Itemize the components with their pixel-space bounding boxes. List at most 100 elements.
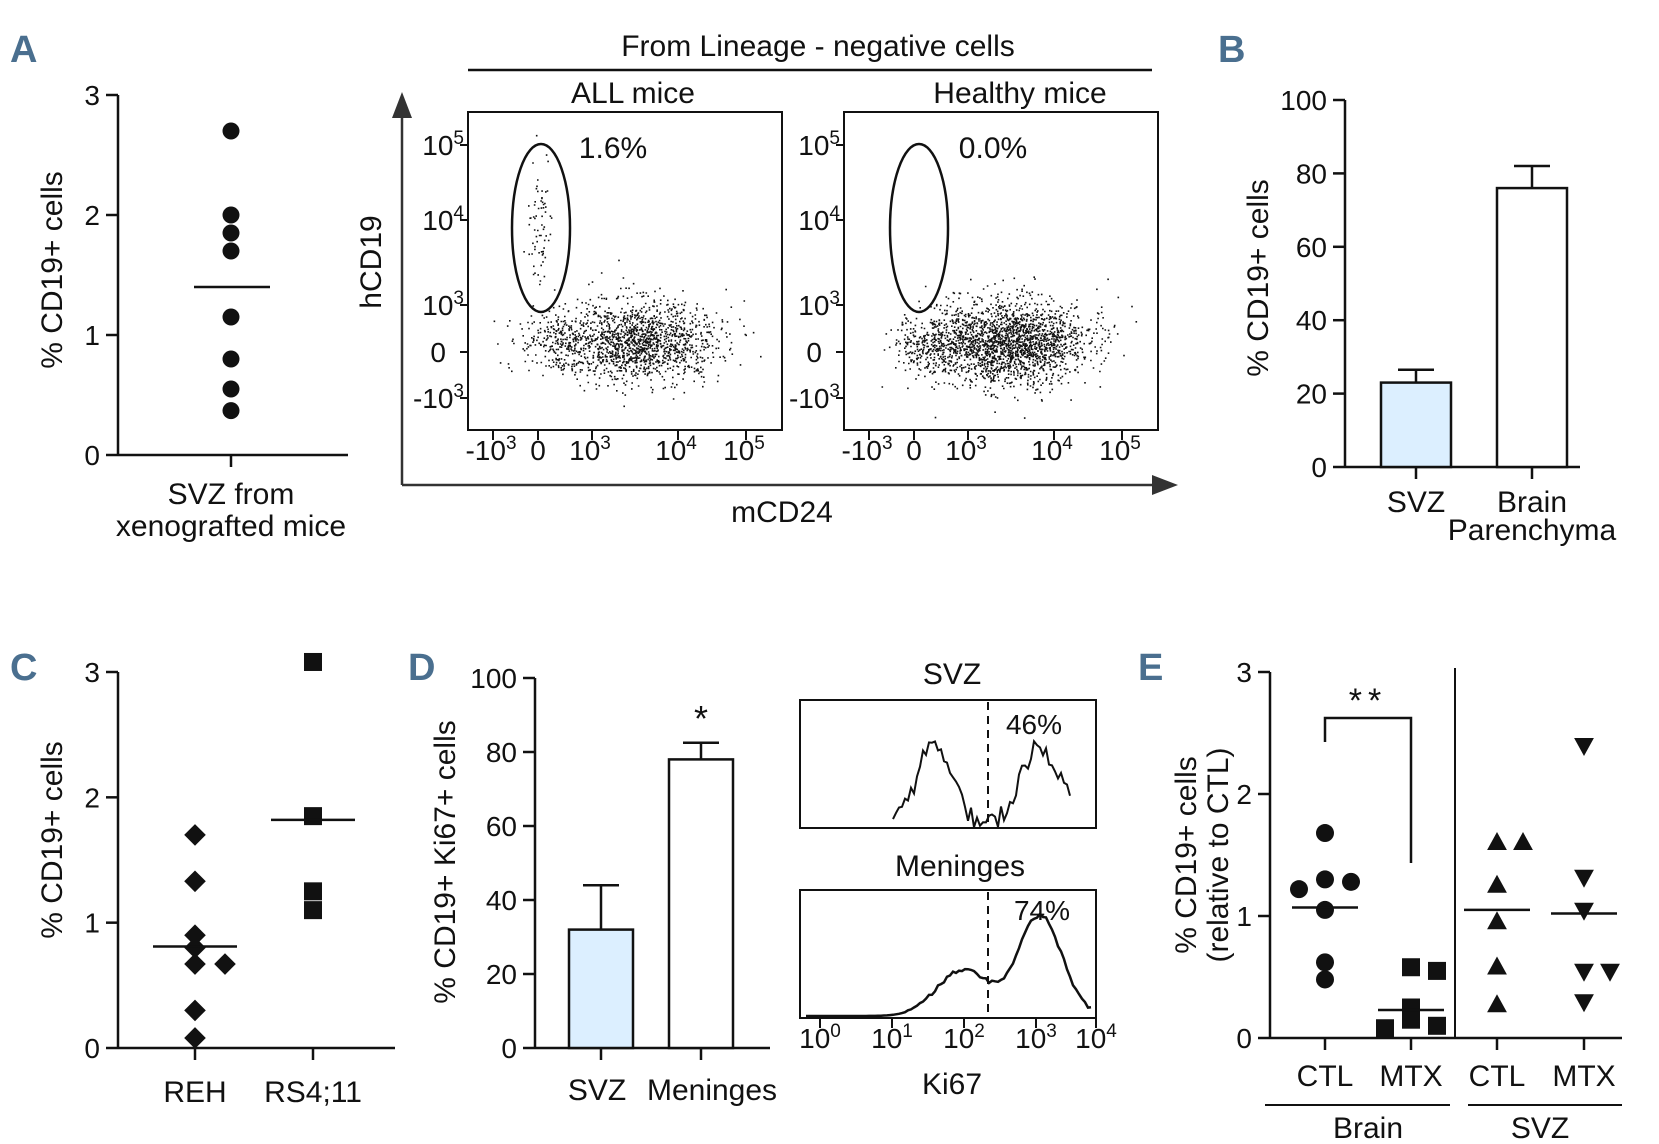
panel-e-point <box>1574 738 1594 756</box>
panel-c-y-tick-label: 3 <box>84 657 100 688</box>
panel-d-category-label: Meninges <box>647 1074 777 1107</box>
panel-c-scatter: % CD19+ cells 0 1 2 3 REH RS4;11 <box>36 652 395 1109</box>
panel-b-ylabel: % CD19+ cells <box>1242 179 1275 377</box>
panel-c-point <box>304 807 322 826</box>
flow-right-y-tick-label: -103 <box>789 381 840 414</box>
panel-e-category-label: MTX <box>1379 1060 1442 1093</box>
panel-d-bar-chart: % CD19+ Ki67+ cells 0 20 40 60 80 100 SVZ Menin… <box>429 663 777 1107</box>
panel-d-bar <box>567 928 635 1050</box>
hist-x-tick-label: 100 <box>799 1021 841 1054</box>
flow-dot-cloud <box>493 306 619 377</box>
panel-a-point <box>222 242 240 260</box>
panel-a-point <box>222 122 240 140</box>
flow-dot-clouds <box>493 134 1138 419</box>
flow-left-y-tick-label: 105 <box>422 128 464 161</box>
panel-d-y-tick-label: 20 <box>486 959 517 990</box>
panel-c-point <box>214 953 236 975</box>
panel-e-significance-bracket <box>1323 716 1413 863</box>
panel-e-point <box>1316 870 1334 889</box>
flow-x-arrowhead <box>1152 475 1178 495</box>
panel-d-y-tick-label: 60 <box>486 811 517 842</box>
panel-e-point <box>1316 824 1334 843</box>
panel-e-y-tick-label: 1 <box>1236 901 1252 932</box>
flow-left-x-tick-label: -103 <box>465 433 516 466</box>
hist-svz-percentage: 46% <box>1006 709 1062 740</box>
panel-b-category-label: SVZ <box>1387 486 1445 519</box>
flow-right-title: Healthy mice <box>933 77 1106 110</box>
panel-d-category-label: SVZ <box>568 1074 626 1107</box>
flow-left-title: ALL mice <box>571 77 695 110</box>
flow-dot-cloud <box>881 276 1138 419</box>
panel-e-point <box>1376 1019 1394 1038</box>
flow-left-x-tick-label: 0 <box>530 435 546 466</box>
flow-left-x-tick-label: 104 <box>655 433 697 466</box>
panel-c-point <box>184 936 206 959</box>
panel-a-y-tick-label: 0 <box>84 440 100 471</box>
flow-right-x-tick-label: 104 <box>1031 433 1073 466</box>
panel-e-point <box>1428 1016 1446 1035</box>
hist-x-tick-label: 103 <box>1015 1021 1057 1054</box>
flow-y-arrowhead <box>392 92 412 118</box>
panel-e-y-tick-label: 0 <box>1236 1023 1252 1054</box>
flow-right-x-tick-label: 105 <box>1099 433 1141 466</box>
panel-e-category-label: CTL <box>1469 1060 1526 1093</box>
panel-b-bar <box>1379 381 1453 469</box>
hist-meninges-percentage: 74% <box>1014 895 1070 926</box>
panel-e-group-label: Brain <box>1333 1112 1403 1144</box>
flow-right-x-tick-label: -103 <box>841 433 892 466</box>
flow-left-x-tick-label: 103 <box>569 433 611 466</box>
flow-right-gate <box>888 142 950 314</box>
panel-e-group-label: SVZ <box>1511 1112 1569 1144</box>
panel-b-y-tick-label: 40 <box>1296 305 1327 336</box>
panel-d-y-tick-label: 40 <box>486 885 517 916</box>
panel-e-point <box>1316 970 1334 989</box>
panel-e-point <box>1316 953 1334 972</box>
flow-right-x-tick-label: 0 <box>906 435 922 466</box>
hist-meninges-box <box>799 889 1097 1019</box>
flow-dot-cloud <box>883 303 984 390</box>
flow-dot-cloud <box>523 134 553 317</box>
panel-e-point <box>1487 874 1507 893</box>
flow-left-y-tick-label: 104 <box>422 203 464 236</box>
panel-c-ylabel: % CD19+ cells <box>36 741 69 939</box>
panel-e-point <box>1402 958 1420 977</box>
panel-c-point <box>184 924 206 946</box>
panel-a-point <box>222 402 240 420</box>
panel-c-point <box>304 652 322 671</box>
panel-b-bar-chart: % CD19+ cells 0 20 40 60 80 100 SVZ BrainParenc… <box>1242 85 1617 547</box>
panel-a-point <box>222 350 240 368</box>
panel-e-point <box>1487 994 1507 1013</box>
panel-b-y-tick-label: 20 <box>1296 379 1327 410</box>
hist-meninges-curve <box>806 912 1092 1018</box>
flow-left-x-tick-label: 105 <box>723 433 765 466</box>
panel-e-point <box>1574 902 1594 921</box>
flow-xlabel: mCD24 <box>731 496 833 529</box>
panel-e-category-label: CTL <box>1297 1060 1354 1093</box>
panel-e-point <box>1402 1010 1420 1029</box>
flow-right-percentage: 0.0% <box>959 132 1027 165</box>
flow-cytometry-panel: From Lineage - negative cells ALL mice H… <box>355 30 1178 529</box>
panel-b-bar <box>1495 186 1569 469</box>
flow-ylabel: hCD19 <box>355 215 388 308</box>
flow-left-percentage: 1.6% <box>579 132 647 165</box>
panel-c-point <box>184 953 206 975</box>
flow-right-plot <box>843 111 1159 431</box>
panel-a-ylabel: % CD19+ cells <box>36 171 69 369</box>
hist-x-tick-label: 102 <box>943 1021 985 1054</box>
hist-svz-title: SVZ <box>923 658 981 691</box>
panel-e-scatter: % CD19+ cells(relative to CTL) 0 1 2 3 CTL MTX… <box>1170 657 1622 1144</box>
flow-left-gate <box>510 142 572 314</box>
panel-e-point <box>1487 956 1507 975</box>
hist-x-tick-label: 104 <box>1075 1021 1117 1054</box>
panel-e-category-label: MTX <box>1552 1060 1615 1093</box>
panel-d-ylabel: % CD19+ Ki67+ cells <box>429 720 462 1003</box>
panel-e-y-tick-label: 2 <box>1236 779 1252 810</box>
panel-e-point <box>1574 963 1594 982</box>
panel-a-point <box>222 308 240 326</box>
panel-c-y-tick-label: 2 <box>84 782 100 813</box>
panel-e-point <box>1342 872 1360 891</box>
panel-d-y-tick-label: 100 <box>470 663 517 694</box>
panel-b-y-tick-label: 100 <box>1280 85 1327 116</box>
panel-a-category-label: xenografted mice <box>116 510 346 543</box>
